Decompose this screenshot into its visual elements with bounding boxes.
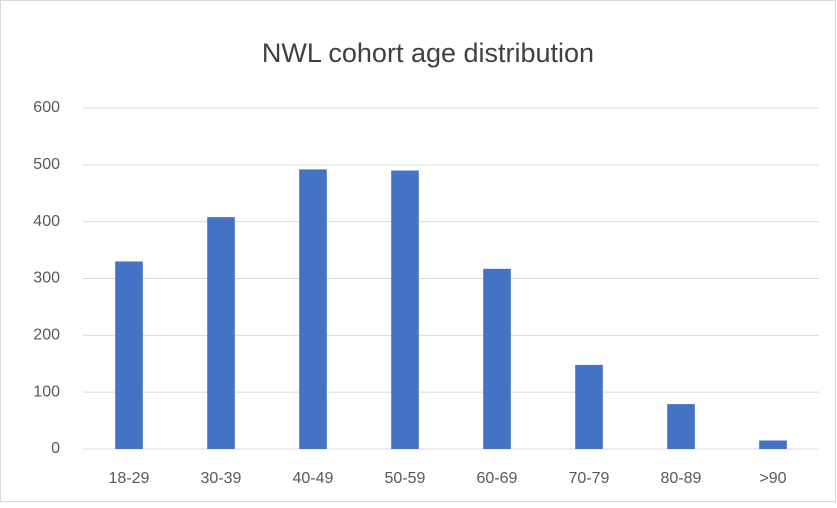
x-tick-label: 40-49 (293, 470, 334, 487)
x-tick-label: 18-29 (109, 470, 150, 487)
x-tick-label: 80-89 (661, 470, 702, 487)
bar (759, 440, 787, 449)
x-tick-label: >90 (759, 470, 786, 487)
y-tick-label: 600 (33, 99, 60, 116)
x-tick-label: 70-79 (569, 470, 610, 487)
bar (115, 261, 143, 449)
chart-title: NWL cohort age distribution (262, 38, 594, 68)
y-tick-label: 400 (33, 213, 60, 230)
bar (483, 268, 511, 449)
bar (575, 364, 603, 449)
x-tick-label: 30-39 (201, 470, 242, 487)
bar (667, 404, 695, 449)
bar (207, 217, 235, 449)
y-tick-label: 500 (33, 156, 60, 173)
y-tick-label: 0 (51, 440, 60, 457)
y-tick-label: 100 (33, 383, 60, 400)
x-tick-label: 50-59 (385, 470, 426, 487)
x-tick-label: 60-69 (477, 470, 518, 487)
bar (391, 170, 419, 449)
y-tick-label: 200 (33, 327, 60, 344)
y-tick-label: 300 (33, 270, 60, 287)
bar (299, 169, 327, 449)
